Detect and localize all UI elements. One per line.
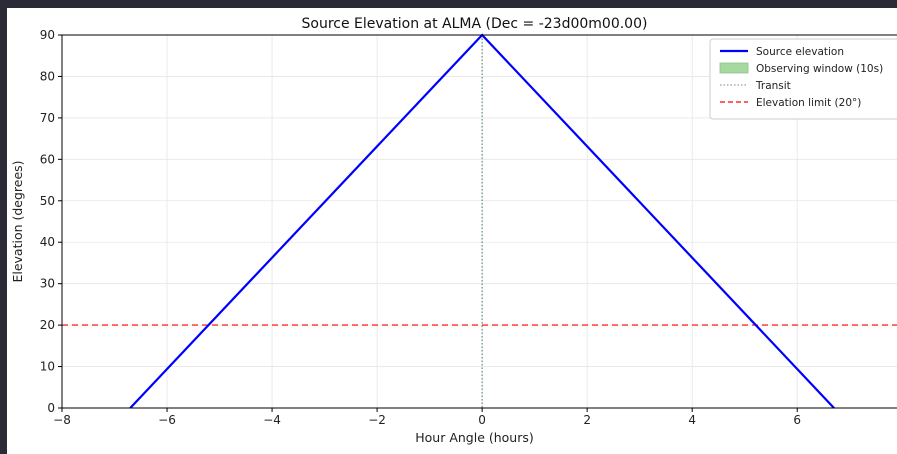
y-tick-label: 40 xyxy=(40,235,55,249)
y-axis-label: Elevation (degrees) xyxy=(10,160,25,282)
y-tick-label: 30 xyxy=(40,277,55,291)
legend-label: Elevation limit (20°) xyxy=(756,97,861,109)
legend: Source elevation Observing window (10s) Tr… xyxy=(709,38,897,120)
y-tick-label: 70 xyxy=(40,111,55,125)
legend-box xyxy=(709,38,897,120)
x-tick-label: 6 xyxy=(793,413,801,427)
y-tick-label: 50 xyxy=(40,194,55,208)
x-tick-label: −8 xyxy=(53,413,71,427)
chart-canvas: −8 −6 −4 −2 0 2 4 6 0 10 20 30 40 50 60 70 80 90 Source E… xyxy=(7,8,897,454)
x-tick-label: 0 xyxy=(478,413,486,427)
x-tick-label: −4 xyxy=(263,413,281,427)
y-tick-label: 10 xyxy=(40,360,55,374)
x-tick-label: −2 xyxy=(368,413,386,427)
y-tick-label: 90 xyxy=(40,28,55,42)
y-tick-label: 20 xyxy=(40,318,55,332)
chart-title: Source Elevation at ALMA (Dec = -23d00m0… xyxy=(302,16,648,32)
y-tick-label: 60 xyxy=(40,152,55,166)
y-tick-label: 80 xyxy=(40,69,55,83)
legend-label: Transit xyxy=(755,80,791,92)
x-tick-label: 2 xyxy=(583,413,591,427)
x-tick-label: 4 xyxy=(688,413,696,427)
legend-label: Source elevation xyxy=(756,46,844,58)
x-tick-label: −6 xyxy=(158,413,176,427)
legend-handle-observing-window xyxy=(719,62,749,74)
y-tick-label: 0 xyxy=(47,401,55,415)
legend-label: Observing window (10s) xyxy=(756,63,883,75)
x-axis-label: Hour Angle (hours) xyxy=(415,430,534,445)
